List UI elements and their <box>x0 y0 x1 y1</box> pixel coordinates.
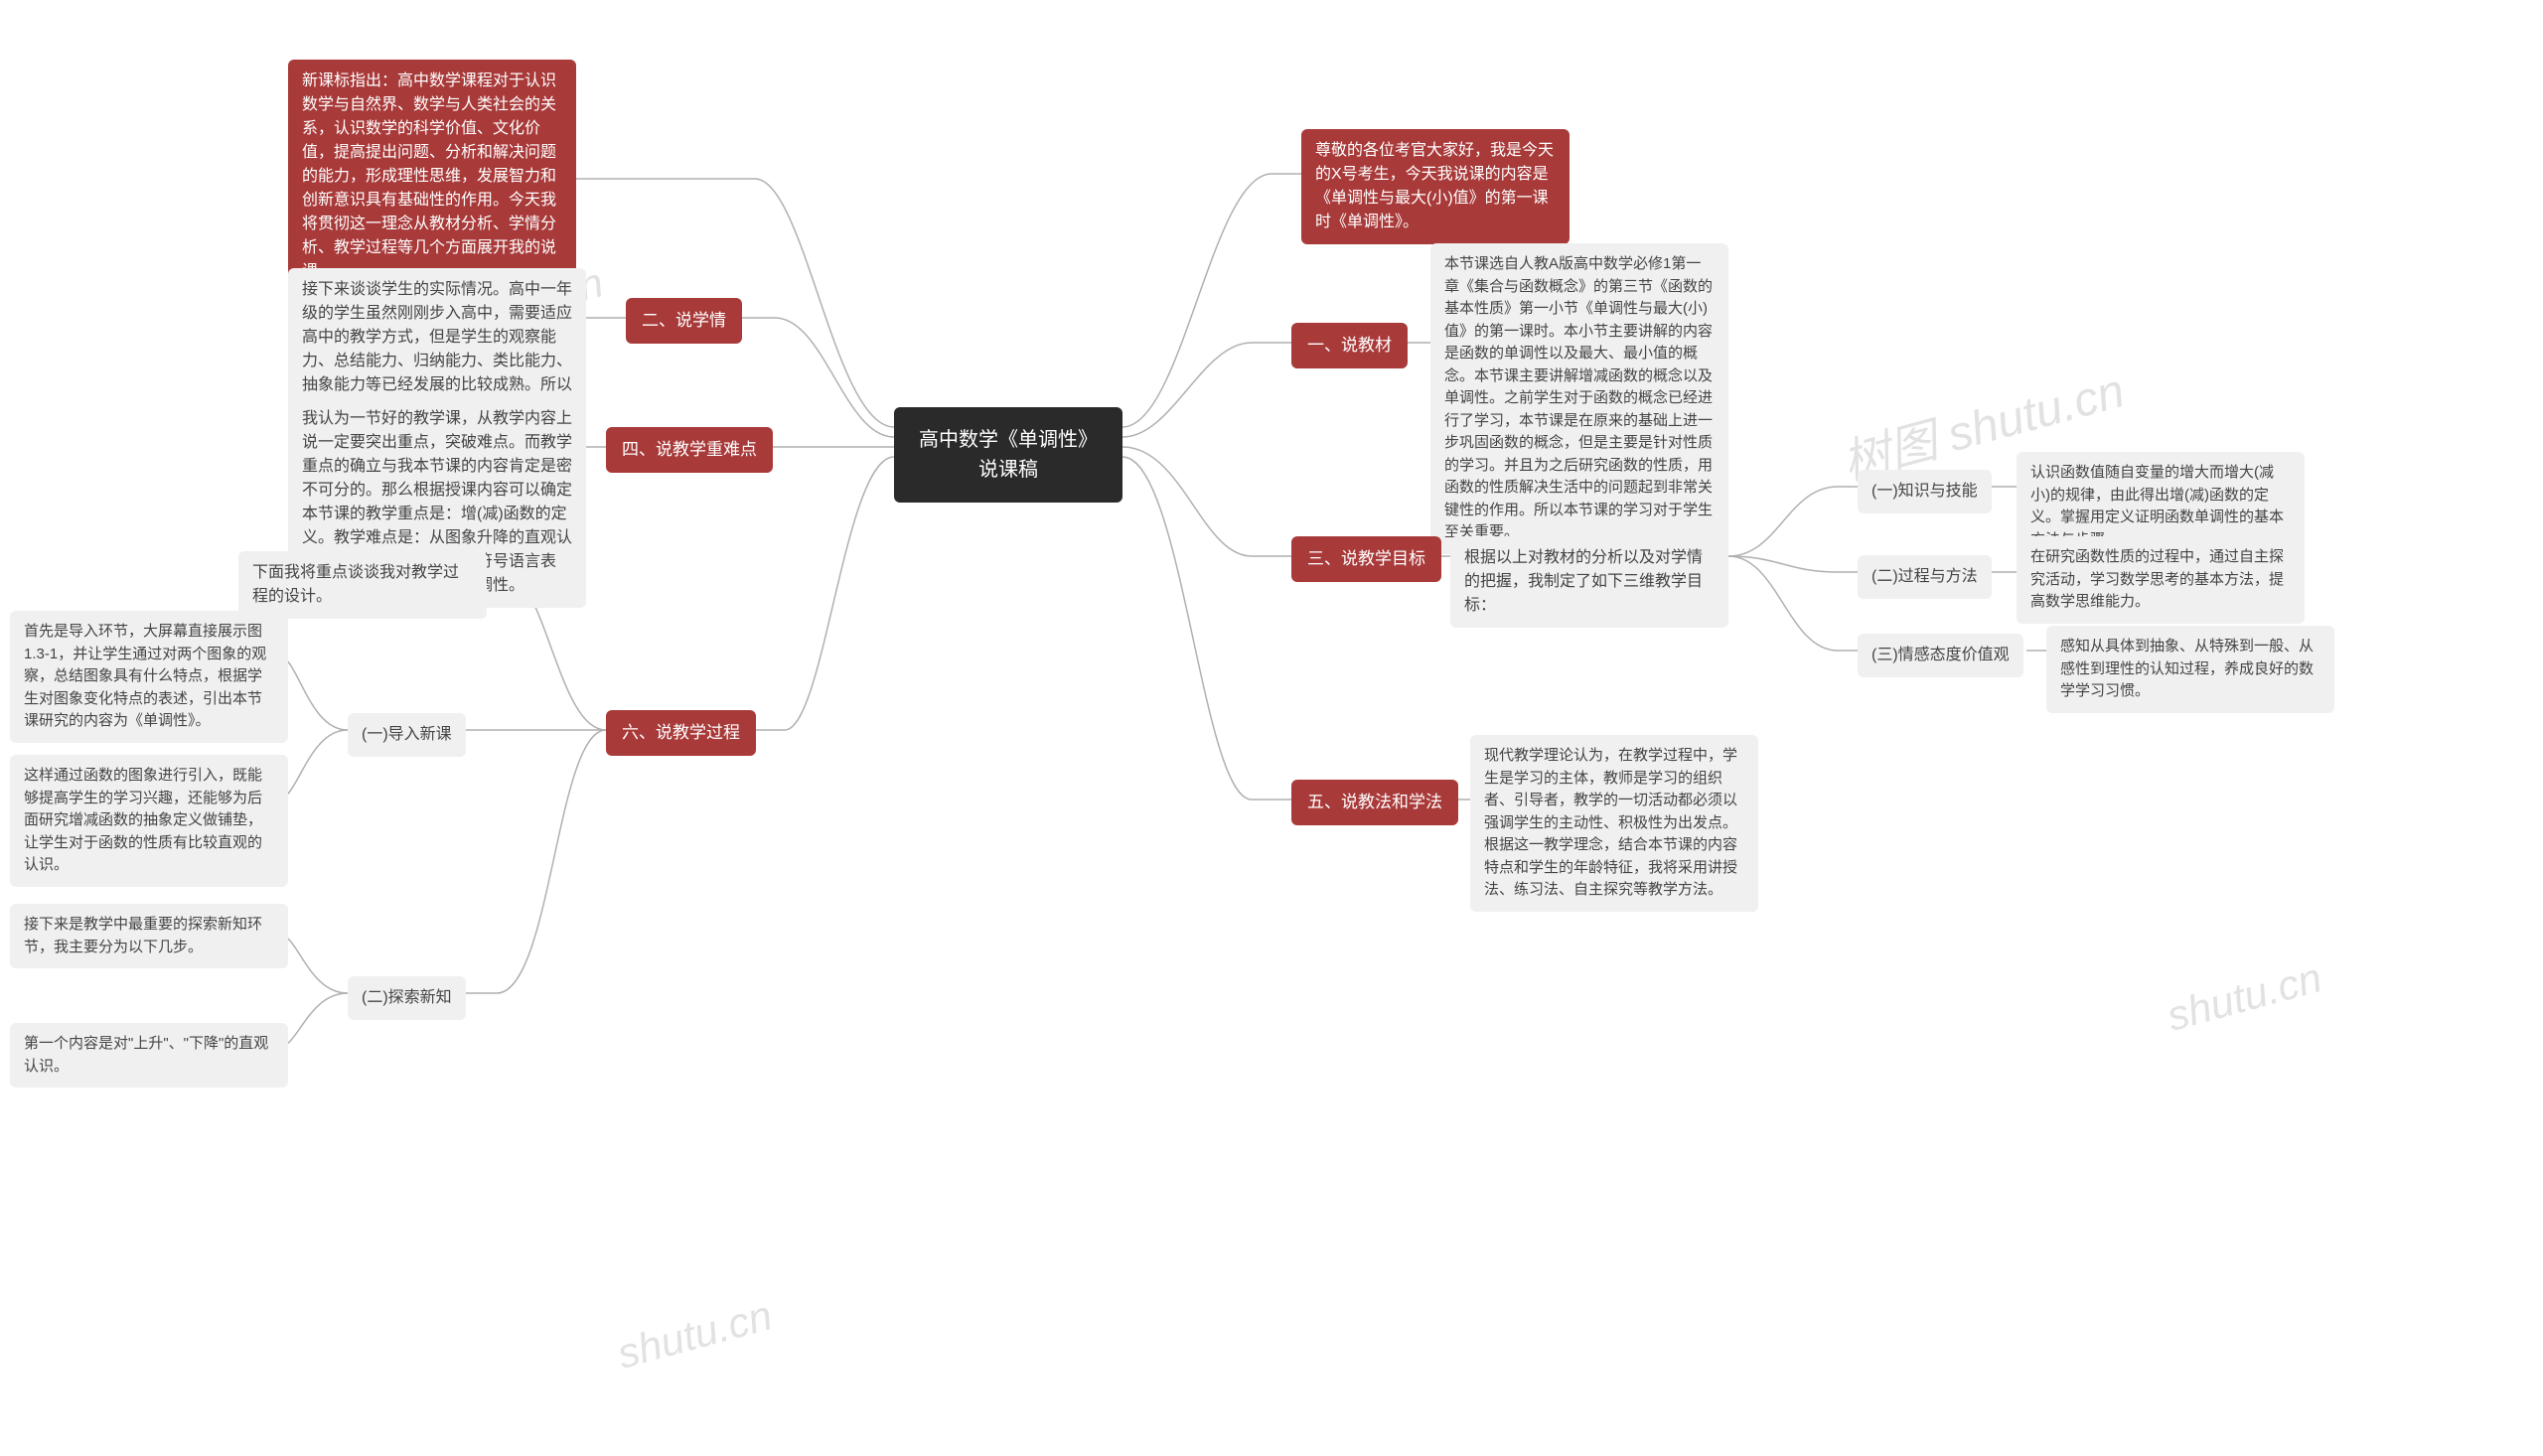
branch-6-intro: 下面我将重点谈谈我对教学过程的设计。 <box>238 551 487 619</box>
center-title: 高中数学《单调性》说课稿 <box>894 407 1122 503</box>
branch-3-s3-label: (三)情感态度价值观 <box>1858 634 2023 677</box>
branch-5-text: 现代教学理论认为，在教学过程中，学生是学习的主体，教师是学习的组织者、引导者，教… <box>1470 735 1758 912</box>
branch-3-s3-text: 感知从具体到抽象、从特殊到一般、从感性到理性的认知过程，养成良好的数学学习习惯。 <box>2046 626 2334 713</box>
branch-6-s1-t1: 首先是导入环节，大屏幕直接展示图1.3-1，并让学生通过对两个图象的观察，总结图… <box>10 611 288 743</box>
branch-6-s2-t1: 接下来是教学中最重要的探索新知环节，我主要分为以下几步。 <box>10 904 288 968</box>
branch-3-s2-label: (二)过程与方法 <box>1858 555 1992 599</box>
branch-3-s2-text: 在研究函数性质的过程中，通过自主探究活动，学习数学思考的基本方法，提高数学思维能… <box>2017 536 2305 624</box>
branch-3-intro: 根据以上对教材的分析以及对学情的把握，我制定了如下三维教学目标： <box>1450 536 1728 628</box>
branch-6-s2-label: (二)探索新知 <box>348 976 466 1020</box>
branch-1-text: 本节课选自人教A版高中数学必修1第一章《集合与函数概念》的第三节《函数的基本性质… <box>1430 243 1728 554</box>
branch-6-s2-t2: 第一个内容是对"上升"、"下降"的直观认识。 <box>10 1023 288 1088</box>
branch-6-label: 六、说教学过程 <box>606 710 756 756</box>
right-greeting-box: 尊敬的各位考官大家好，我是今天的X号考生，今天我说课的内容是《单调性与最大(小)… <box>1301 129 1570 244</box>
branch-2-label: 二、说学情 <box>626 298 742 344</box>
branch-5-label: 五、说教法和学法 <box>1291 780 1458 825</box>
watermark: shutu.cn <box>612 1291 777 1378</box>
branch-1-label: 一、说教材 <box>1291 323 1408 368</box>
branch-4-label: 四、说教学重难点 <box>606 427 773 473</box>
branch-6-s1-label: (一)导入新课 <box>348 713 466 757</box>
branch-3-label: 三、说教学目标 <box>1291 536 1441 582</box>
branch-3-s1-label: (一)知识与技能 <box>1858 470 1992 513</box>
branch-6-s1-t2: 这样通过函数的图象进行引入，既能够提高学生的学习兴趣，还能够为后面研究增减函数的… <box>10 755 288 887</box>
left-intro-box: 新课标指出：高中数学课程对于认识数学与自然界、数学与人类社会的关系，认识数学的科… <box>288 60 576 294</box>
watermark: shutu.cn <box>2162 953 2326 1040</box>
